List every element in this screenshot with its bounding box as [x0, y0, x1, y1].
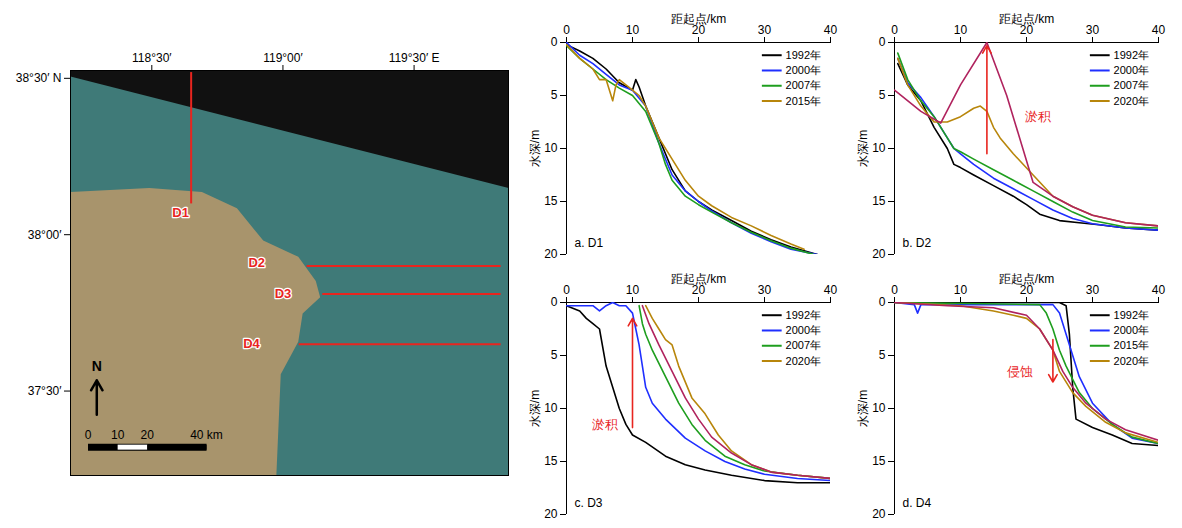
- svg-text:2007年: 2007年: [786, 79, 821, 91]
- svg-text:30: 30: [1086, 23, 1100, 37]
- svg-text:距起点/km: 距起点/km: [999, 12, 1054, 26]
- svg-text:水深/m: 水深/m: [528, 130, 542, 167]
- svg-text:40: 40: [824, 283, 838, 297]
- svg-text:距起点/km: 距起点/km: [671, 272, 726, 286]
- svg-text:20: 20: [141, 428, 155, 442]
- svg-text:30: 30: [758, 283, 772, 297]
- svg-text:1992年: 1992年: [786, 309, 821, 321]
- svg-text:2020年: 2020年: [1114, 95, 1149, 107]
- svg-text:20: 20: [544, 247, 558, 261]
- svg-text:2020年: 2020年: [786, 355, 821, 367]
- svg-text:1992年: 1992年: [1114, 309, 1149, 321]
- svg-text:2000年: 2000年: [1114, 324, 1149, 336]
- svg-text:d. D4: d. D4: [903, 496, 932, 510]
- svg-text:水深/m: 水深/m: [856, 130, 870, 167]
- svg-text:0: 0: [85, 428, 92, 442]
- svg-text:2007年: 2007年: [786, 339, 821, 351]
- svg-text:20: 20: [691, 282, 706, 297]
- svg-text:淤积: 淤积: [592, 417, 618, 432]
- svg-text:38°00′: 38°00′: [28, 228, 62, 242]
- svg-text:20: 20: [872, 247, 886, 261]
- svg-text:D3: D3: [275, 286, 292, 301]
- svg-text:10: 10: [872, 401, 886, 415]
- svg-text:40: 40: [1152, 23, 1166, 37]
- svg-text:D2: D2: [248, 255, 265, 270]
- svg-text:2015年: 2015年: [1114, 339, 1149, 351]
- svg-text:0: 0: [891, 23, 898, 37]
- svg-text:c. D3: c. D3: [575, 496, 603, 510]
- svg-text:118°30′: 118°30′: [132, 51, 172, 65]
- svg-text:119°00′: 119°00′: [263, 51, 303, 65]
- svg-text:5: 5: [879, 88, 886, 102]
- svg-text:2000年: 2000年: [786, 64, 821, 76]
- svg-text:15: 15: [544, 194, 558, 208]
- svg-text:a. D1: a. D1: [575, 236, 604, 250]
- svg-text:40: 40: [824, 23, 838, 37]
- svg-text:10: 10: [872, 141, 886, 155]
- svg-text:15: 15: [872, 454, 886, 468]
- svg-text:水深/m: 水深/m: [528, 390, 542, 427]
- svg-text:2020年: 2020年: [1114, 355, 1149, 367]
- svg-text:40 km: 40 km: [190, 428, 223, 442]
- svg-text:0: 0: [879, 295, 886, 309]
- svg-text:0: 0: [551, 35, 558, 49]
- svg-text:距起点/km: 距起点/km: [671, 12, 726, 26]
- svg-text:15: 15: [544, 454, 558, 468]
- svg-text:20: 20: [1019, 22, 1034, 37]
- svg-text:1992年: 1992年: [786, 49, 821, 61]
- svg-text:0: 0: [551, 295, 558, 309]
- svg-text:b. D2: b. D2: [903, 236, 932, 250]
- svg-text:5: 5: [879, 348, 886, 362]
- svg-text:5: 5: [551, 348, 558, 362]
- svg-text:20: 20: [1019, 282, 1034, 297]
- svg-text:10: 10: [544, 401, 558, 415]
- svg-text:N: N: [92, 358, 102, 374]
- svg-text:40: 40: [1152, 283, 1166, 297]
- svg-text:38°30′ N: 38°30′ N: [16, 71, 62, 85]
- svg-text:37°30′: 37°30′: [28, 384, 62, 398]
- svg-text:10: 10: [111, 428, 125, 442]
- svg-text:0: 0: [891, 283, 898, 297]
- svg-text:0: 0: [563, 283, 570, 297]
- svg-text:30: 30: [1086, 283, 1100, 297]
- svg-text:1992年: 1992年: [1114, 49, 1149, 61]
- svg-text:10: 10: [626, 283, 640, 297]
- svg-text:20: 20: [691, 22, 706, 37]
- svg-text:30: 30: [758, 23, 772, 37]
- svg-text:20: 20: [872, 507, 886, 521]
- svg-text:淤积: 淤积: [1025, 109, 1051, 124]
- svg-text:2000年: 2000年: [1114, 64, 1149, 76]
- svg-text:5: 5: [551, 88, 558, 102]
- svg-text:0: 0: [879, 35, 886, 49]
- svg-text:119°30′ E: 119°30′ E: [389, 51, 440, 65]
- svg-text:距起点/km: 距起点/km: [999, 272, 1054, 286]
- svg-text:10: 10: [954, 283, 968, 297]
- svg-text:2000年: 2000年: [786, 324, 821, 336]
- svg-text:10: 10: [626, 23, 640, 37]
- svg-text:10: 10: [954, 23, 968, 37]
- svg-text:15: 15: [872, 194, 886, 208]
- svg-text:D1: D1: [172, 205, 189, 220]
- svg-text:0: 0: [563, 23, 570, 37]
- svg-text:侵蚀: 侵蚀: [1007, 364, 1033, 379]
- svg-text:2007年: 2007年: [1114, 79, 1149, 91]
- svg-text:20: 20: [544, 507, 558, 521]
- svg-text:10: 10: [544, 141, 558, 155]
- svg-text:2015年: 2015年: [786, 95, 821, 107]
- svg-text:D4: D4: [243, 336, 260, 351]
- svg-text:水深/m: 水深/m: [856, 390, 870, 427]
